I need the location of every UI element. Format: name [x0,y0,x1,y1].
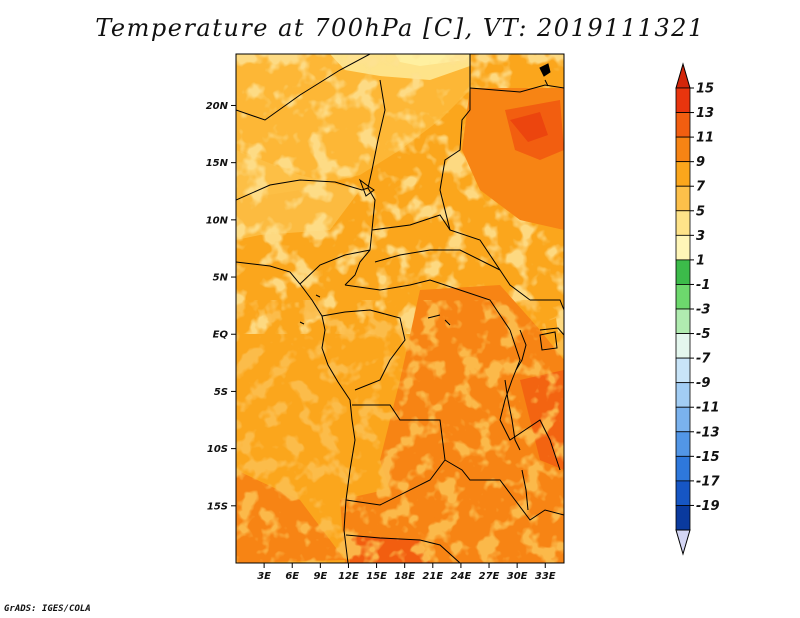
colorbar-segment [675,136,691,163]
colorbar-label: 5 [696,204,705,219]
colorbar-label: 7 [696,180,706,195]
lon-tick-label: 27E [479,571,500,582]
lon-tick-label: 24E [451,571,472,582]
colorbar-top-arrow [675,62,691,89]
colorbar-label: -19 [696,499,720,514]
longitude-axis: 3E 6E 9E 12E 15E 18E 21E 24E 27E 30E 33E [257,563,556,582]
latitude-axis: 20N 15N 10N 5N EQ 5S 10S 15S [206,101,236,512]
colorbar-segment [675,210,691,236]
colorbar-segment [675,87,691,113]
map-frame [235,53,565,564]
colorbar-label: 9 [696,155,705,170]
colorbar-label: 1 [696,253,705,268]
colorbar-segment [675,382,691,408]
colorbar-label: -1 [696,278,710,293]
colorbar-segment [675,259,691,285]
colorbar-segment [675,308,691,334]
colorbar-label: -9 [696,376,710,391]
colorbar-segment [675,505,691,531]
colorbar-label: -13 [696,425,720,440]
lon-tick-label: 9E [313,571,327,582]
colorbar-segment [675,284,691,310]
colorbar-segment [675,455,691,482]
colorbar-label: -3 [696,303,710,318]
colorbar-segment [675,185,691,212]
grads-credit: GrADS: IGES/COLA [4,604,91,614]
colorbar-label: -5 [696,327,710,342]
lon-tick-label: 30E [507,571,528,582]
lon-tick-label: 12E [338,571,359,582]
colorbar-label: -17 [696,474,720,489]
country-borders [236,54,564,563]
chart-title: Temperature at 700hPa [C], VT: 201911132… [95,14,705,42]
colorbar-segment [675,112,691,138]
colorbar-label: -15 [696,450,720,465]
lon-tick-label: 15E [366,571,387,582]
lon-tick-label: 21E [422,571,443,582]
colorbar-segment [675,161,691,187]
lon-tick-label: 33E [535,571,556,582]
colorbar-label: -7 [696,352,711,367]
colorbar-segment [675,357,691,384]
lat-tick-label: 5N [213,273,229,284]
lon-tick-label: 6E [285,571,299,582]
colorbar-segment [675,431,691,457]
lat-tick-label: 10N [206,215,229,226]
lat-tick-label: 10S [207,444,228,455]
lat-tick-label: 20N [206,101,229,112]
colorbar-segment [675,406,691,433]
colorbar-label: -11 [696,401,720,416]
colorbar-label: 3 [696,229,705,244]
colorbar-label: 13 [696,106,714,121]
colorbar-label: 11 [696,131,714,146]
colorbar: 15 13 11 9 7 5 3 1 -1 -3 -5 -7 -9 -11 -13 -15 -17 -19 [675,62,720,556]
lat-tick-label: 5S [214,387,228,398]
colorbar-segment [675,480,691,506]
lat-tick-label: EQ [213,330,229,341]
temperature-field [236,54,564,563]
lon-tick-label: 3E [257,571,271,582]
colorbar-label: 15 [696,82,714,97]
colorbar-segment [675,234,691,261]
colorbar-segment [675,333,691,359]
lon-tick-label: 18E [394,571,415,582]
lat-tick-label: 15N [206,158,229,169]
lat-tick-label: 15S [207,501,228,512]
colorbar-bottom-arrow [675,529,691,556]
